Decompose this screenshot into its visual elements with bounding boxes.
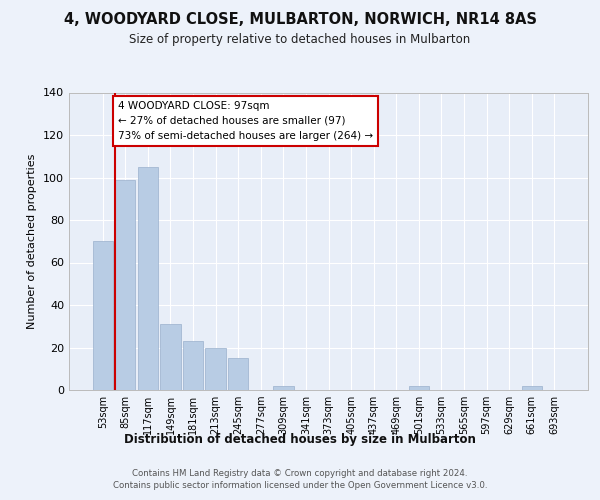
Bar — [160, 324, 181, 390]
Bar — [138, 167, 158, 390]
Text: Size of property relative to detached houses in Mulbarton: Size of property relative to detached ho… — [130, 32, 470, 46]
Bar — [115, 180, 136, 390]
Text: 4, WOODYARD CLOSE, MULBARTON, NORWICH, NR14 8AS: 4, WOODYARD CLOSE, MULBARTON, NORWICH, N… — [64, 12, 536, 28]
Bar — [205, 348, 226, 390]
Text: Contains HM Land Registry data © Crown copyright and database right 2024.: Contains HM Land Registry data © Crown c… — [132, 469, 468, 478]
Bar — [183, 341, 203, 390]
Bar — [228, 358, 248, 390]
Text: Contains public sector information licensed under the Open Government Licence v3: Contains public sector information licen… — [113, 481, 487, 490]
Bar — [273, 386, 293, 390]
Bar — [92, 242, 113, 390]
Text: Distribution of detached houses by size in Mulbarton: Distribution of detached houses by size … — [124, 432, 476, 446]
Y-axis label: Number of detached properties: Number of detached properties — [28, 154, 37, 329]
Bar — [409, 386, 429, 390]
Bar — [521, 386, 542, 390]
Text: 4 WOODYARD CLOSE: 97sqm
← 27% of detached houses are smaller (97)
73% of semi-de: 4 WOODYARD CLOSE: 97sqm ← 27% of detache… — [118, 101, 373, 140]
